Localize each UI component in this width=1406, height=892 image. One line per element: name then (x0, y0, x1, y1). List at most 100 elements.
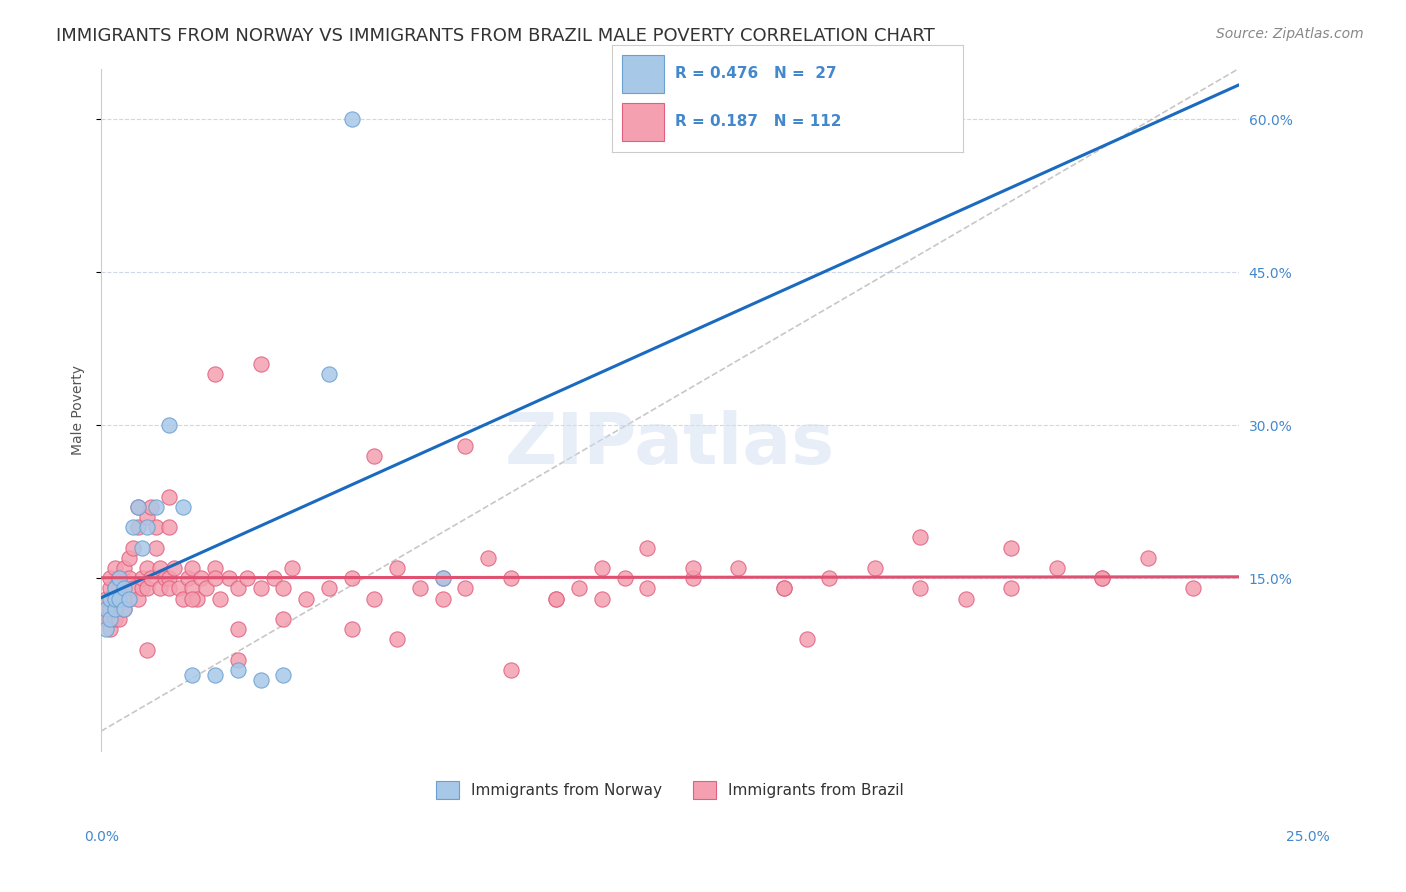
Point (131, 582, 153, 596)
Point (773, 582, 796, 596)
Point (98, 612, 121, 626)
Text: IMMIGRANTS FROM NORWAY VS IMMIGRANTS FROM BRAZIL MALE POVERTY CORRELATION CHART: IMMIGRANTS FROM NORWAY VS IMMIGRANTS FRO… (56, 27, 935, 45)
Point (1046, 561, 1069, 575)
Point (249, 582, 271, 596)
Point (117, 591, 139, 606)
Point (153, 571, 176, 585)
Point (682, 561, 704, 575)
Text: ZIPatlas: ZIPatlas (505, 409, 835, 479)
Point (226, 622, 249, 636)
Point (546, 591, 568, 606)
Point (591, 561, 613, 575)
Point (454, 582, 477, 596)
Point (112, 582, 135, 596)
Point (104, 561, 127, 575)
Point (281, 561, 304, 575)
Point (159, 520, 181, 534)
FancyBboxPatch shape (621, 55, 665, 93)
Point (263, 571, 285, 585)
Point (204, 571, 226, 585)
Point (127, 500, 149, 514)
Point (340, 571, 363, 585)
Point (127, 520, 149, 534)
Point (167, 582, 190, 596)
Point (112, 561, 135, 575)
Text: Source: ZipAtlas.com: Source: ZipAtlas.com (1216, 27, 1364, 41)
Point (636, 582, 658, 596)
Point (135, 642, 157, 657)
Point (108, 612, 131, 626)
Point (112, 601, 135, 615)
Point (318, 368, 340, 382)
Text: 25.0%: 25.0% (1285, 830, 1330, 844)
Point (318, 582, 340, 596)
Point (295, 591, 318, 606)
Point (208, 591, 231, 606)
Point (682, 571, 704, 585)
Point (204, 368, 226, 382)
Point (122, 582, 145, 596)
Point (104, 601, 127, 615)
Point (249, 673, 271, 687)
Point (131, 541, 153, 555)
Point (104, 591, 127, 606)
Point (131, 571, 153, 585)
Point (271, 582, 294, 596)
Point (181, 561, 204, 575)
Point (194, 582, 217, 596)
Point (363, 591, 385, 606)
Point (181, 668, 204, 682)
Point (226, 663, 249, 677)
Point (108, 571, 131, 585)
Point (340, 112, 363, 127)
Point (98, 582, 121, 596)
Point (1000, 541, 1022, 555)
Point (226, 582, 249, 596)
Point (98, 591, 121, 606)
Point (863, 561, 886, 575)
Point (135, 510, 157, 524)
Point (149, 561, 172, 575)
Point (1000, 582, 1022, 596)
Point (1136, 550, 1159, 565)
Point (613, 571, 636, 585)
Point (127, 591, 149, 606)
Point (127, 500, 149, 514)
Point (104, 591, 127, 606)
Point (145, 520, 167, 534)
Point (94, 622, 117, 636)
Point (591, 591, 613, 606)
Point (204, 668, 226, 682)
Point (910, 582, 932, 596)
Point (773, 582, 796, 596)
Point (104, 582, 127, 596)
Point (98, 571, 121, 585)
Point (104, 612, 127, 626)
Point (910, 530, 932, 544)
Point (172, 591, 194, 606)
Point (104, 601, 127, 615)
Point (122, 541, 145, 555)
Point (94, 601, 117, 615)
Point (181, 582, 204, 596)
Point (249, 357, 271, 371)
Point (271, 612, 294, 626)
Point (117, 550, 139, 565)
Point (186, 591, 208, 606)
Point (117, 591, 139, 606)
Point (135, 561, 157, 575)
Point (117, 571, 139, 585)
Point (818, 571, 841, 585)
Point (1091, 571, 1114, 585)
Point (108, 582, 131, 596)
Point (159, 490, 181, 504)
Point (432, 571, 454, 585)
Point (145, 500, 167, 514)
Point (271, 668, 294, 682)
Point (108, 571, 131, 585)
Point (499, 663, 522, 677)
Point (546, 591, 568, 606)
Point (204, 561, 226, 575)
Legend: Immigrants from Norway, Immigrants from Brazil: Immigrants from Norway, Immigrants from … (430, 774, 910, 805)
Text: R = 0.476   N =  27: R = 0.476 N = 27 (675, 66, 837, 81)
